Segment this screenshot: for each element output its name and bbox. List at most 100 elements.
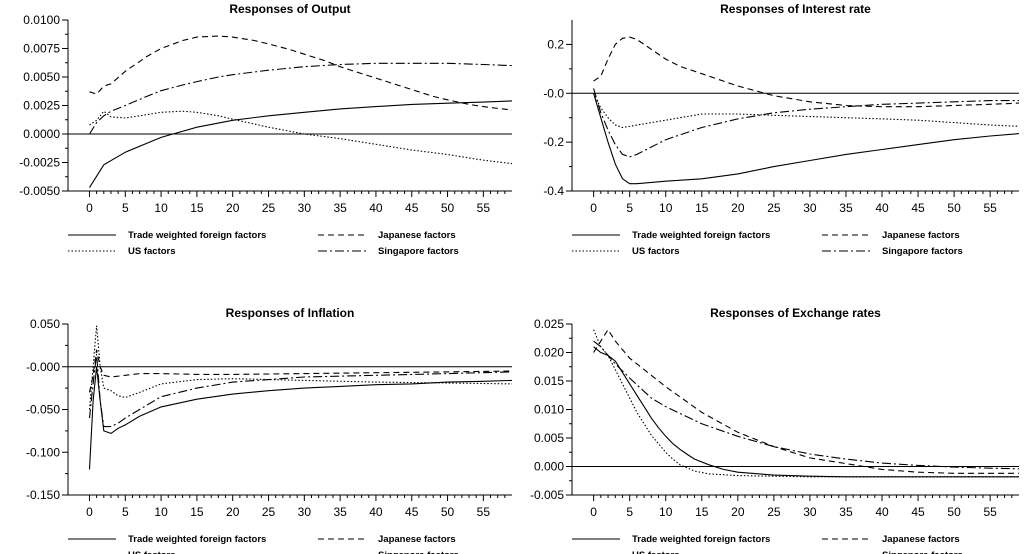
x-tick-label: 20 <box>226 505 240 519</box>
x-tick-label: 0 <box>590 505 597 519</box>
series-line-3 <box>593 93 1020 129</box>
x-tick-label: 40 <box>369 201 383 215</box>
x-tick-label: 10 <box>659 201 673 215</box>
x-tick-label: 45 <box>405 201 419 215</box>
y-tick-label: -0.0050 <box>19 184 60 198</box>
y-tick-label: -0.4 <box>543 184 564 198</box>
x-tick-label: 35 <box>839 201 853 215</box>
y-tick-label: 0.005 <box>534 431 564 445</box>
series-line-1 <box>88 366 513 470</box>
x-tick-label: 45 <box>911 201 925 215</box>
chart-title: Responses of Exchange rates <box>710 306 881 320</box>
series-line-4 <box>88 353 513 428</box>
series-line-3 <box>88 325 513 410</box>
x-tick-label: 50 <box>441 201 455 215</box>
x-tick-label: 10 <box>154 505 168 519</box>
y-tick-label: 0.025 <box>534 317 564 331</box>
x-tick-label: 15 <box>695 201 709 215</box>
y-tick-label: 0.020 <box>534 346 564 360</box>
x-tick-label: 30 <box>803 505 817 519</box>
legend-label: Singapore factors <box>882 246 963 257</box>
x-tick-label: 20 <box>731 201 745 215</box>
series-line-1 <box>593 346 1019 478</box>
x-tick-label: 0 <box>86 505 93 519</box>
x-tick-label: 30 <box>803 201 817 215</box>
legend-label: Japanese factors <box>378 230 456 241</box>
y-tick-label: 0.2 <box>547 37 564 51</box>
legend-label: US factors <box>632 246 680 257</box>
x-tick-label: 50 <box>441 505 455 519</box>
x-tick-label: 50 <box>947 505 961 519</box>
chart-panel-3: Responses of Inflation -0.150 -0.100 -0.050… <box>26 306 513 554</box>
legend-label: Trade weighted foreign factors <box>632 230 770 241</box>
x-tick-label: 55 <box>477 201 491 215</box>
series-line-4 <box>89 62 513 135</box>
chart-panel-2: Responses of Interest rate -0.4 -0.2 -0.0 0.… <box>543 2 1020 257</box>
x-tick-label: 10 <box>154 201 168 215</box>
x-tick-label: 0 <box>86 201 93 215</box>
x-tick-label: 30 <box>298 201 312 215</box>
y-tick-label: 0.050 <box>30 317 60 331</box>
series-line-3 <box>89 110 513 165</box>
chart-title: Responses of Output <box>229 2 350 16</box>
y-tick-label: 0.0025 <box>23 99 60 113</box>
legend-label: Japanese factors <box>882 534 960 545</box>
x-tick-label: 15 <box>695 505 709 519</box>
legend-label: US factors <box>128 550 176 554</box>
chart-panel-1: Responses of Output -0.0050 -0.0025 0.0000 0… <box>19 2 513 257</box>
x-tick-label: 20 <box>731 505 745 519</box>
y-tick-label: -0.100 <box>26 445 60 459</box>
x-tick-label: 35 <box>333 505 347 519</box>
x-tick-label: 40 <box>369 505 383 519</box>
y-tick-label: 0.0075 <box>23 42 60 56</box>
x-tick-label: 10 <box>659 505 673 519</box>
y-tick-label: 0.0050 <box>23 70 60 84</box>
x-tick-label: 5 <box>626 505 633 519</box>
x-tick-label: 15 <box>190 201 204 215</box>
legend-label: Trade weighted foreign factors <box>128 230 266 241</box>
x-tick-label: 35 <box>839 505 853 519</box>
legend-label: Singapore factors <box>378 246 459 257</box>
y-tick-label: -0.0025 <box>19 156 60 170</box>
series-line-2 <box>593 36 1020 108</box>
x-tick-label: 25 <box>262 201 276 215</box>
x-tick-label: 5 <box>626 201 633 215</box>
x-tick-label: 0 <box>590 201 597 215</box>
series-line-2 <box>88 349 513 393</box>
legend-label: Japanese factors <box>882 230 960 241</box>
x-tick-label: 50 <box>947 201 961 215</box>
x-tick-label: 5 <box>122 505 129 519</box>
legend-label: US factors <box>632 550 680 554</box>
y-tick-label: -0.050 <box>26 403 60 417</box>
x-tick-label: 25 <box>767 505 781 519</box>
x-tick-label: 45 <box>911 505 925 519</box>
y-tick-label: -0.005 <box>530 488 564 502</box>
x-tick-label: 15 <box>190 505 204 519</box>
x-tick-label: 30 <box>298 505 312 519</box>
y-tick-label: 0.0100 <box>23 13 60 27</box>
legend-label: Trade weighted foreign factors <box>128 534 266 545</box>
x-tick-label: 55 <box>983 505 997 519</box>
legend-label: US factors <box>128 246 176 257</box>
legend-label: Singapore factors <box>378 550 459 554</box>
x-tick-label: 40 <box>875 505 889 519</box>
y-tick-label: 0.010 <box>534 403 564 417</box>
x-tick-label: 5 <box>122 201 129 215</box>
series-line-4 <box>593 340 1020 470</box>
series-line-1 <box>593 93 1020 185</box>
x-tick-label: 55 <box>983 201 997 215</box>
legend-label: Japanese factors <box>378 534 456 545</box>
y-tick-label: 0.015 <box>534 374 564 388</box>
y-tick-label: 0.000 <box>534 460 564 474</box>
y-tick-label: -0.2 <box>543 135 564 149</box>
x-tick-label: 40 <box>875 201 889 215</box>
x-tick-label: 25 <box>767 201 781 215</box>
y-tick-label: -0.150 <box>26 488 60 502</box>
x-tick-label: 45 <box>405 505 419 519</box>
series-line-2 <box>593 328 1019 474</box>
series-line-2 <box>89 35 513 111</box>
y-tick-label: -0.000 <box>26 360 60 374</box>
x-tick-label: 35 <box>333 201 347 215</box>
series-line-4 <box>593 88 1019 158</box>
